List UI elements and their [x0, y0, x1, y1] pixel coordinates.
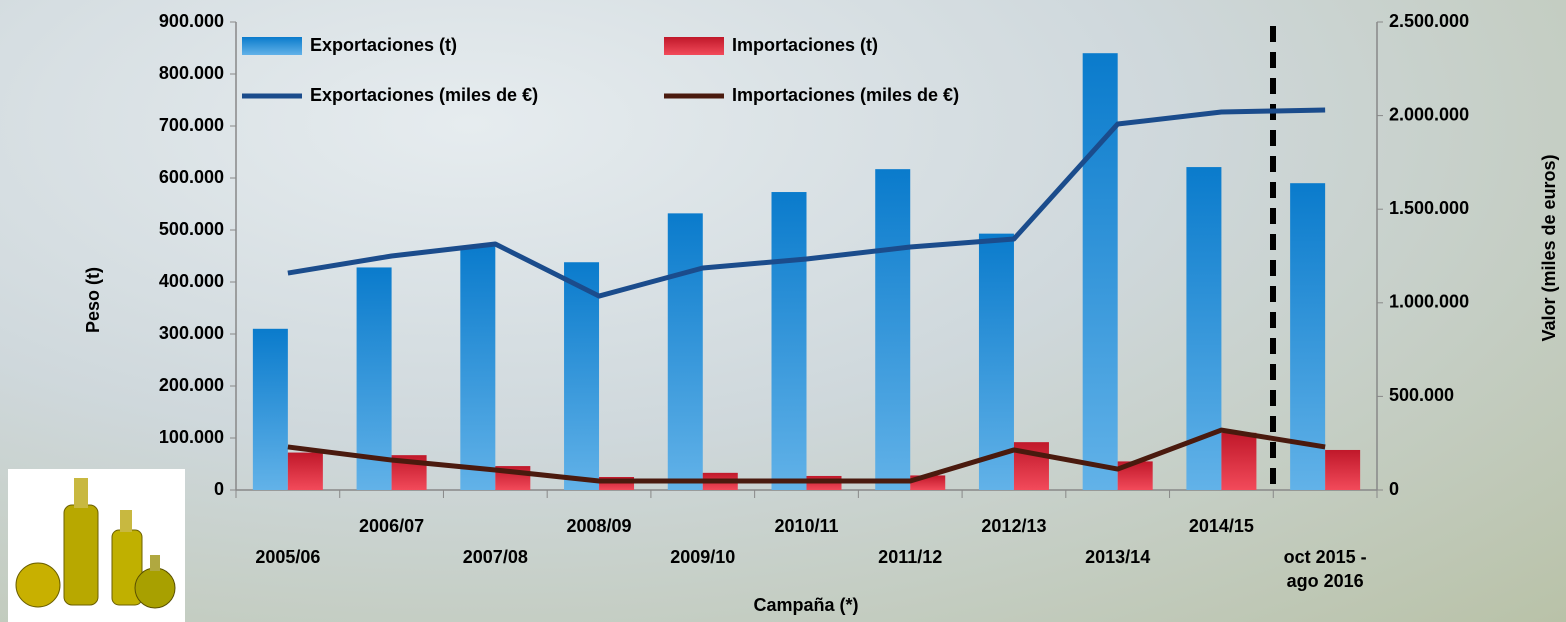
bar	[875, 169, 910, 490]
y2-tick-label: 1.000.000	[1389, 292, 1469, 312]
x-tick-label: 2014/15	[1189, 514, 1254, 538]
x-tick-label: 2008/09	[566, 514, 631, 538]
photo	[8, 469, 185, 622]
x-tick-label: 2011/12	[878, 545, 942, 569]
y2-axis-title: Valor (miles de euros)	[1539, 154, 1559, 341]
bar	[564, 262, 599, 490]
y-tick-label: 800.000	[159, 63, 224, 83]
bar	[288, 453, 323, 490]
legend-swatch	[242, 37, 302, 55]
y-tick-label: 0	[214, 479, 224, 499]
y2-tick-label: 500.000	[1389, 385, 1454, 405]
x-tick-label: oct 2015 - ago 2016	[1284, 545, 1367, 593]
bar	[668, 213, 703, 490]
bar	[253, 329, 288, 490]
y2-tick-label: 1.500.000	[1389, 198, 1469, 218]
page: {"chart_data": {"type": "bar", "x_label"…	[0, 0, 1566, 622]
legend-label: Exportaciones (t)	[310, 35, 457, 55]
y2-tick-label: 0	[1389, 479, 1399, 499]
bar	[1083, 53, 1118, 490]
x-tick-label: 2006/07	[359, 514, 424, 538]
y-tick-label: 200.000	[159, 375, 224, 395]
y2-tick-label: 2.000.000	[1389, 104, 1469, 124]
x-tick-label: 2010/11	[774, 514, 838, 538]
y-tick-label: 300.000	[159, 323, 224, 343]
bar	[1325, 450, 1360, 490]
x-tick-label: 2013/14	[1085, 545, 1150, 569]
x-tick-label: 2007/08	[463, 545, 528, 569]
legend-label: Importaciones (t)	[732, 35, 878, 55]
y-axis-title: Peso (t)	[83, 267, 103, 333]
bar	[772, 192, 807, 490]
y-tick-label: 100.000	[159, 427, 224, 447]
y2-tick-label: 2.500.000	[1389, 11, 1469, 31]
y-tick-label: 600.000	[159, 167, 224, 187]
bar	[1221, 433, 1256, 490]
x-axis-title: Campaña (*)	[753, 595, 858, 615]
x-tick-label: 2012/13	[981, 514, 1046, 538]
y-tick-label: 400.000	[159, 271, 224, 291]
y-tick-label: 500.000	[159, 219, 224, 239]
x-tick-label: 2005/06	[255, 545, 320, 569]
x-tick-label: 2009/10	[670, 545, 735, 569]
bar	[460, 246, 495, 490]
legend-label: Importaciones (miles de €)	[732, 85, 959, 105]
y-tick-label: 900.000	[159, 11, 224, 31]
y-tick-label: 700.000	[159, 115, 224, 135]
legend-label: Exportaciones (miles de €)	[310, 85, 538, 105]
legend-swatch	[664, 37, 724, 55]
